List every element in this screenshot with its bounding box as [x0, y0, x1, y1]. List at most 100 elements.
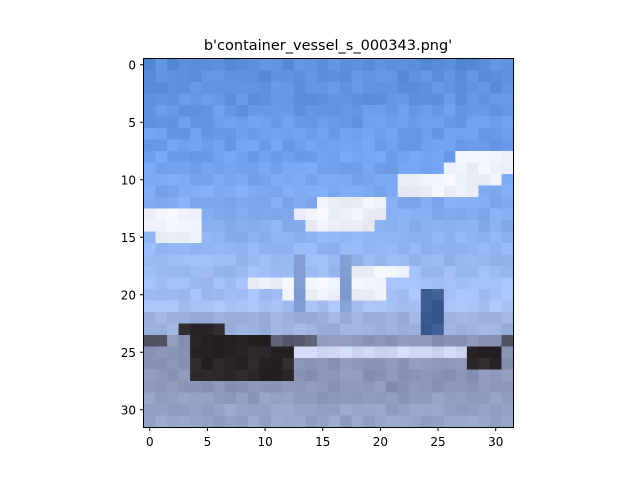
- pixel: [489, 208, 503, 221]
- pixel: [374, 93, 387, 106]
- pixel: [270, 105, 283, 118]
- pixel: [409, 392, 422, 405]
- pixel: [190, 277, 203, 290]
- y-tick-label: 20: [121, 288, 136, 302]
- pixel: [363, 312, 376, 325]
- pixel: [259, 151, 272, 164]
- pixel: [270, 185, 283, 198]
- pixel: [316, 162, 330, 175]
- pixel: [259, 312, 272, 325]
- pixel: [224, 82, 237, 95]
- pixel: [316, 197, 330, 210]
- pixel: [489, 277, 503, 290]
- pixel: [328, 277, 341, 290]
- pixel: [397, 105, 410, 118]
- pixel: [144, 346, 157, 359]
- pixel: [409, 254, 422, 267]
- pixel: [155, 404, 168, 417]
- pixel: [305, 243, 318, 256]
- pixel: [455, 335, 468, 348]
- pixel: [340, 243, 353, 256]
- pixel: [340, 82, 353, 95]
- pixel: [155, 151, 168, 164]
- pixel: [236, 59, 249, 72]
- pixel: [259, 254, 272, 267]
- pixel: [420, 323, 433, 336]
- pixel: [167, 208, 180, 221]
- pixel: [501, 105, 514, 118]
- pixel: [328, 415, 341, 428]
- pixel: [213, 185, 226, 198]
- pixel: [420, 392, 433, 405]
- pixel: [443, 70, 456, 83]
- pixel: [386, 208, 399, 221]
- pixel: [178, 70, 191, 83]
- pixel: [432, 70, 445, 83]
- pixel: [247, 289, 260, 302]
- pixel: [432, 243, 445, 256]
- pixel: [420, 82, 433, 95]
- pixel: [167, 162, 180, 175]
- x-tick-label: 25: [430, 435, 445, 449]
- pixel: [397, 266, 410, 279]
- pixel: [236, 231, 249, 244]
- pixel: [213, 82, 226, 95]
- pixel: [201, 381, 214, 394]
- pixel: [466, 323, 480, 336]
- pixel: [466, 197, 480, 210]
- pixel: [386, 185, 399, 198]
- pixel: [466, 358, 480, 371]
- pixel: [328, 358, 341, 371]
- pixel: [501, 243, 514, 256]
- pixel: [397, 381, 410, 394]
- pixel: [443, 312, 456, 325]
- pixel: [144, 415, 157, 428]
- pixel: [305, 323, 318, 336]
- pixel: [455, 139, 468, 152]
- pixel: [144, 82, 157, 95]
- pixel: [397, 197, 410, 210]
- pixel: [224, 392, 237, 405]
- pixel: [224, 254, 237, 267]
- pixel: [466, 392, 480, 405]
- pixel: [374, 105, 387, 118]
- pixel: [374, 82, 387, 95]
- pixel: [144, 392, 157, 405]
- pixel: [155, 381, 168, 394]
- pixel: [455, 289, 468, 302]
- pixel: [293, 231, 307, 244]
- pixel: [432, 254, 445, 267]
- pixel: [386, 277, 399, 290]
- pixel: [351, 231, 364, 244]
- pixel: [282, 346, 295, 359]
- pixel: [282, 70, 295, 83]
- y-tick-label: 5: [128, 116, 136, 130]
- pixel: [386, 105, 399, 118]
- pixel: [236, 139, 249, 152]
- pixel: [420, 346, 433, 359]
- pixel: [293, 116, 307, 129]
- pixel: [144, 174, 157, 187]
- y-tick-label: 25: [121, 346, 136, 360]
- pixel: [167, 415, 180, 428]
- pixel: [420, 300, 433, 313]
- pixel: [316, 59, 330, 72]
- pixel: [224, 300, 237, 313]
- pixel: [293, 185, 307, 198]
- pixel: [351, 392, 364, 405]
- pixel: [144, 231, 157, 244]
- pixel: [259, 346, 272, 359]
- pixel: [420, 220, 433, 233]
- pixel: [501, 335, 514, 348]
- pixel: [236, 185, 249, 198]
- pixel: [340, 392, 353, 405]
- pixel: [432, 392, 445, 405]
- pixel: [167, 231, 180, 244]
- pixel: [340, 381, 353, 394]
- pixel: [144, 335, 157, 348]
- pixel: [224, 231, 237, 244]
- pixel: [455, 128, 468, 141]
- pixel: [247, 82, 260, 95]
- pixel: [340, 70, 353, 83]
- pixel: [247, 70, 260, 83]
